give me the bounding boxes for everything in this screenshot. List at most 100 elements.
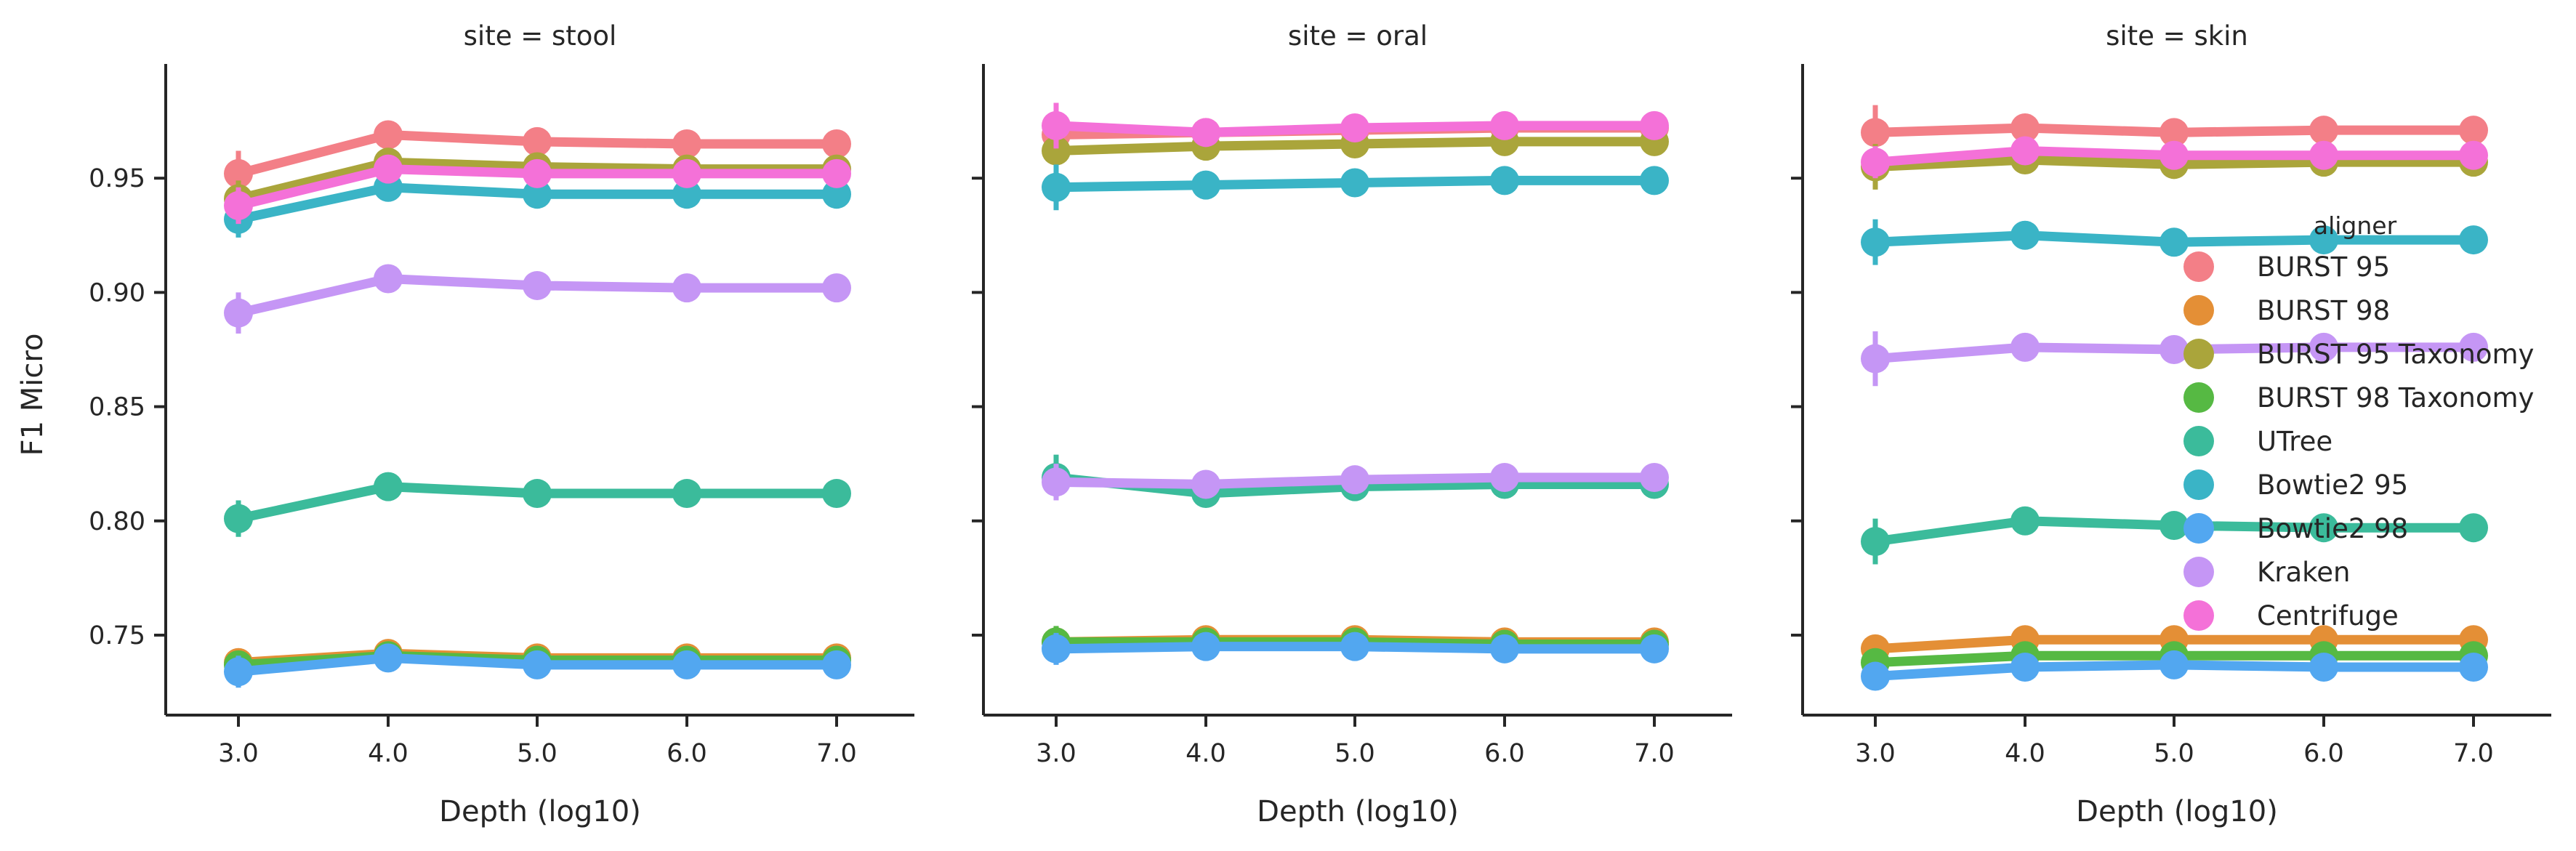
data-point	[1490, 463, 1519, 493]
data-point	[1861, 527, 1890, 557]
data-point	[672, 180, 701, 209]
data-point	[374, 643, 403, 673]
series-centrifuge	[224, 154, 851, 225]
series-bowtie2-95	[1042, 164, 1669, 211]
x-tick-label: 7.0	[1634, 739, 1675, 768]
data-point	[1640, 634, 1669, 664]
legend-marker	[2183, 339, 2214, 369]
data-point	[2459, 513, 2488, 543]
data-point	[2160, 334, 2189, 364]
y-tick-label: 0.80	[89, 507, 145, 536]
data-point	[2011, 136, 2040, 166]
legend-marker	[2183, 469, 2214, 500]
y-tick-label: 0.85	[89, 393, 145, 422]
legend-label: Bowtie2 95	[2257, 469, 2408, 501]
data-point	[374, 472, 403, 501]
data-point	[2309, 140, 2338, 170]
x-tick-label: 7.0	[816, 739, 857, 768]
legend-label: Kraken	[2257, 557, 2350, 588]
x-tick-label: 4.0	[1186, 739, 1226, 768]
x-tick-label: 6.0	[2303, 739, 2344, 768]
data-point	[1490, 110, 1519, 140]
data-point	[374, 120, 403, 150]
x-tick-label: 4.0	[2005, 739, 2045, 768]
y-tick-label: 0.90	[89, 278, 145, 307]
data-point	[1861, 344, 1890, 374]
data-point	[2011, 332, 2040, 362]
series-centrifuge	[1861, 136, 2488, 179]
x-tick-label: 6.0	[1484, 739, 1525, 768]
panel-title: site = skin	[2106, 20, 2248, 52]
data-point	[523, 270, 552, 300]
data-point	[224, 158, 253, 188]
x-axis-label: Depth (log10)	[439, 795, 641, 828]
series-utree	[224, 472, 851, 537]
y-axis-label: F1 Micro	[16, 334, 49, 456]
data-point	[1490, 634, 1519, 664]
data-point	[1042, 110, 1071, 140]
data-point	[2459, 140, 2488, 170]
legend-marker	[2183, 251, 2214, 282]
series-bowtie2-98	[1861, 650, 2488, 691]
data-point	[374, 154, 403, 184]
data-point	[672, 129, 701, 159]
data-point	[2011, 113, 2040, 143]
x-tick-label: 3.0	[1036, 739, 1076, 768]
x-tick-label: 7.0	[2453, 739, 2494, 768]
panels: site = stool 0.75 0.80 0.85 0.90 0.95 3.0 4.0 5.…	[89, 20, 2551, 828]
legend-item-bowtie2-95: Bowtie2 95	[2183, 469, 2408, 501]
data-point	[2160, 511, 2189, 541]
data-point	[1042, 136, 1071, 166]
data-point	[1340, 113, 1369, 143]
panel-oral: site = oral 3.0 4.0 5.0 6.0 7.0 Depth (log10)	[972, 20, 1732, 828]
data-point	[672, 650, 701, 679]
panel-skin: site = skin 3.0 4.0 5.0 6.0 7.0 Depth (log10)	[1791, 20, 2551, 828]
data-point	[2459, 116, 2488, 145]
data-point	[2309, 225, 2338, 255]
legend: aligner BURST 95 BURST 98 BURST 95 Taxonomy…	[2183, 211, 2534, 632]
data-point	[2160, 227, 2189, 257]
series-bowtie2-98	[224, 643, 851, 688]
data-point	[1042, 172, 1071, 202]
data-point	[523, 479, 552, 509]
data-point	[2309, 116, 2338, 145]
legend-label: BURST 95 Taxonomy	[2257, 339, 2534, 370]
data-point	[374, 264, 403, 294]
data-point	[2309, 513, 2338, 543]
data-point	[523, 158, 552, 188]
series-burst-95	[224, 120, 851, 197]
data-point	[224, 657, 253, 687]
series-kraken	[1861, 331, 2488, 387]
x-tick-label: 3.0	[218, 739, 259, 768]
data-point	[2011, 652, 2040, 682]
data-point	[822, 273, 851, 303]
legend-marker	[2183, 513, 2214, 544]
legend-item-bowtie2-98: Bowtie2 98	[2183, 513, 2408, 544]
series-bowtie2-95	[1861, 219, 2488, 265]
legend-item-burst-98: BURST 98	[2183, 295, 2390, 326]
legend-label: BURST 95	[2257, 251, 2390, 283]
data-point	[2160, 650, 2189, 679]
legend-marker	[2183, 295, 2214, 326]
series-bowtie2-95	[224, 172, 851, 238]
data-point	[1042, 467, 1071, 497]
data-point	[2459, 225, 2488, 255]
data-point	[2309, 332, 2338, 362]
legend-item-burst-95: BURST 95	[2183, 251, 2390, 283]
data-point	[2459, 652, 2488, 682]
legend-marker	[2183, 600, 2214, 631]
legend-label: BURST 98 Taxonomy	[2257, 382, 2534, 414]
data-point	[523, 180, 552, 209]
data-point	[2011, 220, 2040, 250]
data-point	[2309, 652, 2338, 682]
legend-label: BURST 98	[2257, 295, 2390, 326]
x-tick-label: 3.0	[1855, 739, 1896, 768]
x-tick-label: 5.0	[517, 739, 558, 768]
series-bowtie2-98	[1042, 632, 1669, 665]
x-tick-label: 6.0	[667, 739, 707, 768]
data-point	[224, 504, 253, 533]
data-point	[523, 650, 552, 679]
legend-title: aligner	[2314, 211, 2397, 240]
data-point	[1861, 661, 1890, 691]
